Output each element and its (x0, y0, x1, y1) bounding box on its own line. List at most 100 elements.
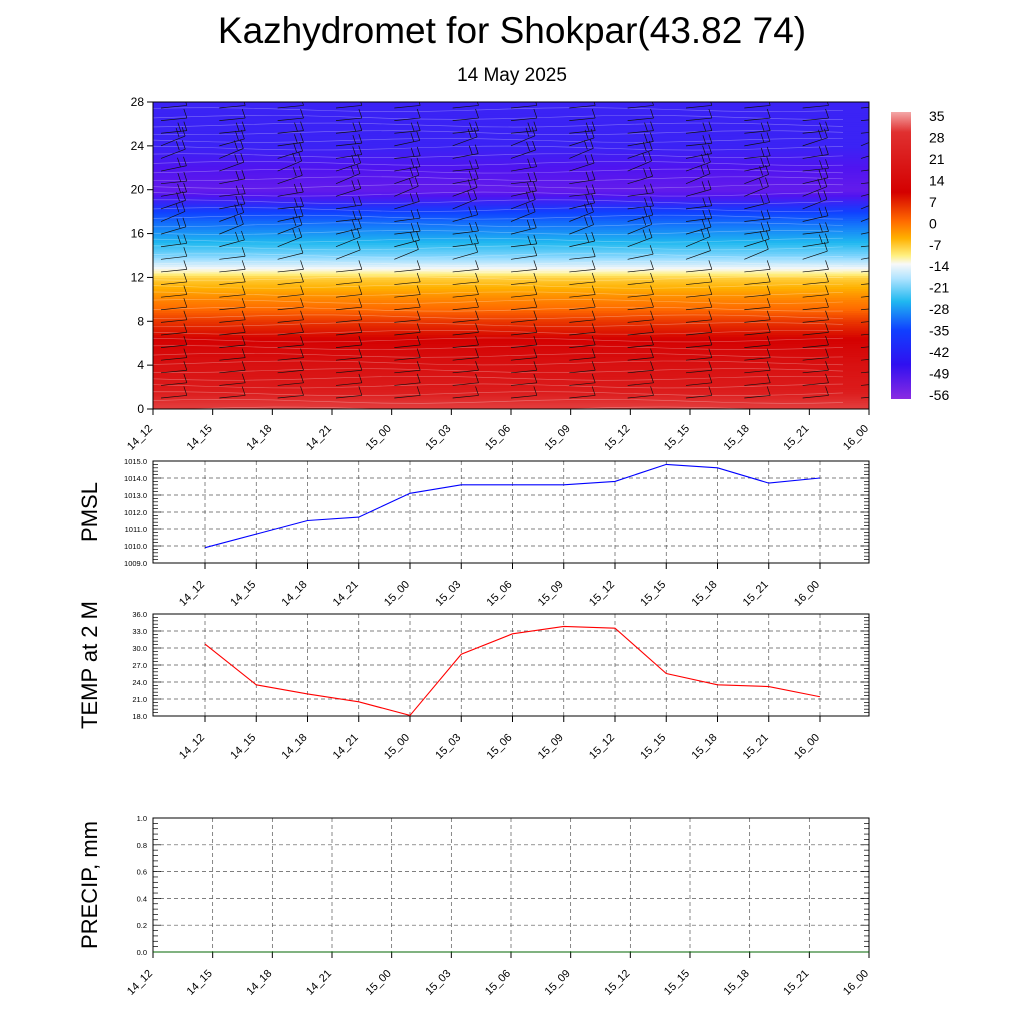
contour-line (153, 399, 844, 404)
wind-barb (510, 181, 537, 197)
wind-barb-flag (708, 373, 713, 383)
wind-barb (860, 106, 869, 109)
wind-barb-flag (416, 221, 421, 232)
wind-barb-flag (360, 102, 363, 106)
wind-barb-shaft (627, 382, 654, 386)
wind-barb-flag (241, 194, 246, 205)
wind-barb-flag (416, 361, 421, 371)
wind-barb-shaft (685, 344, 712, 348)
wind-barb-flag (475, 310, 479, 320)
wind-barb-flag (819, 146, 823, 156)
wind-barb-shaft (627, 237, 653, 248)
wind-barb-flag (702, 145, 706, 155)
wind-barb (510, 102, 538, 109)
precip-panel: 0.0 0.2 0.4 0.6 0.8 1.0 14_12 14_15 14_18 14_21 15… (77, 814, 871, 998)
wind-barb-flag (418, 102, 421, 106)
wind-barb-flag (707, 153, 711, 163)
wind-barb-shaft (685, 105, 712, 109)
wind-barb-flag (474, 169, 479, 179)
wind-barb-flag (702, 135, 707, 145)
wind-barb (569, 373, 596, 386)
pmsl-x-tick-label: 15_12 (587, 579, 617, 609)
wind-barb (860, 333, 869, 336)
wind-barb-flag (702, 122, 707, 132)
heatmap-y-tick-label: 24 (131, 139, 145, 153)
wind-barb-flag (766, 260, 771, 270)
wind-barb (219, 335, 246, 348)
wind-barb-shaft (744, 269, 771, 273)
wind-barb-flag (357, 179, 362, 189)
wind-barb (277, 133, 304, 147)
wind-barb-flag (350, 165, 355, 175)
wind-barb (802, 285, 829, 298)
wind-barb (452, 323, 479, 336)
wind-barb (685, 310, 713, 323)
heatmap-band (153, 297, 869, 300)
wind-barb (860, 257, 869, 260)
heatmap-band (153, 334, 869, 338)
wind-barb (277, 197, 304, 210)
wind-barb-flag (766, 121, 771, 131)
wind-barb-shaft (219, 332, 246, 336)
wind-barb-shaft (569, 162, 595, 172)
wind-barb (802, 121, 829, 134)
wind-barb-flag (883, 181, 886, 190)
wind-barb-flag (416, 208, 421, 219)
heatmap-band (153, 303, 869, 307)
wind-barb-shaft (627, 223, 652, 235)
wind-barb-shaft (452, 130, 479, 134)
wind-barb-flag (584, 216, 588, 226)
contour-line (153, 391, 844, 396)
wind-barb-shaft (277, 224, 303, 235)
wind-barb-shaft (160, 226, 187, 235)
wind-barb-flag (475, 121, 479, 131)
wind-barb-shaft (452, 395, 479, 399)
wind-barb (394, 361, 421, 374)
wind-barb-flag (766, 156, 771, 166)
wind-barb-shaft (802, 306, 829, 311)
pmsl-x-tick-label: 14_15 (228, 579, 258, 609)
wind-barb (627, 373, 654, 386)
heatmap-band (153, 305, 869, 309)
wind-barb (685, 144, 712, 159)
wind-barb-flag (650, 298, 654, 308)
heatmap-x-tick-label: 15_03 (423, 423, 453, 453)
wind-barb-flag (183, 247, 188, 257)
wind-barb-flag (358, 361, 363, 371)
wind-barb (277, 323, 304, 336)
pmsl-series-line (204, 463, 821, 549)
wind-barb (802, 102, 829, 109)
wind-barb-flag (468, 206, 473, 216)
precip-x-tick-label: 14_15 (185, 968, 215, 998)
wind-barb-flag (533, 260, 538, 270)
heatmap-band (153, 277, 869, 281)
wind-barb-flag (590, 202, 594, 213)
wind-barb-flag (241, 335, 246, 346)
wind-barb-flag (352, 210, 357, 220)
pmsl-y-tick-label: 1014.0 (124, 474, 147, 483)
colorbar-label: -35 (929, 323, 949, 339)
wind-barb-flag (882, 203, 885, 212)
wind-barb-shaft (627, 160, 652, 172)
colorbar-label: -56 (929, 387, 949, 403)
wind-barb-flag (298, 151, 302, 162)
wind-barb (627, 260, 654, 273)
heatmap-band (153, 262, 869, 265)
pmsl-x-tick-label: 15_00 (382, 579, 412, 609)
wind-barb-flag (235, 130, 239, 141)
wind-barb-shaft (219, 281, 246, 285)
wind-barb-flag (824, 206, 829, 216)
wind-barb-shaft (452, 105, 479, 109)
wind-barb (569, 193, 595, 210)
wind-barb (452, 348, 479, 361)
wind-barb-shaft (627, 344, 654, 348)
wind-barb (685, 373, 713, 386)
wind-barb-flag (760, 222, 765, 232)
heatmap-band (153, 290, 869, 294)
wind-barb-flag (819, 223, 823, 233)
contour-line (153, 329, 844, 335)
wind-barb-shaft (452, 187, 478, 197)
wind-barb (510, 108, 538, 121)
precip-x-tick-label: 14_21 (304, 968, 334, 998)
